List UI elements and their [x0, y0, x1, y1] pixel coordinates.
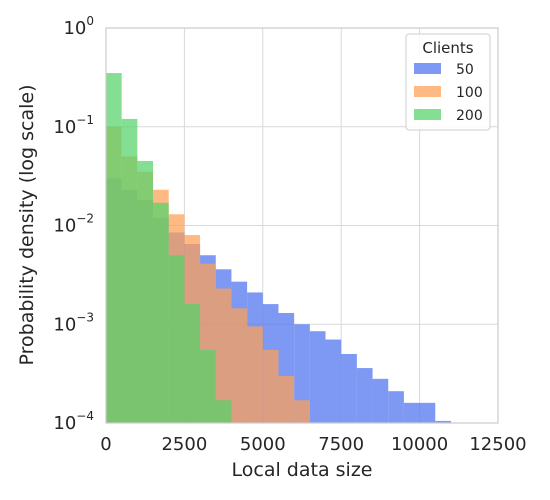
legend-swatch-100	[414, 86, 441, 97]
histogram-bars	[106, 73, 451, 424]
series-200-bars	[106, 73, 232, 424]
legend: Clients 50 100 200	[405, 33, 491, 131]
legend-label-100: 100	[456, 85, 483, 101]
x-tick-label: 7500	[318, 434, 364, 455]
bar-series-100	[231, 308, 248, 423]
bar-series-100	[247, 326, 263, 423]
y-tick-label: 10−3	[53, 310, 94, 335]
bar-series-50	[356, 368, 373, 423]
bar-series-50	[372, 378, 389, 423]
bar-series-50	[341, 353, 357, 423]
x-tick-label: 2500	[161, 434, 207, 455]
legend-swatch-200	[414, 109, 441, 120]
y-tick-label: 10−1	[53, 113, 94, 138]
bar-series-100	[262, 349, 279, 423]
bar-series-200	[184, 304, 201, 423]
x-tick-labels: 0 2500 5000 7500 10000 12500	[100, 434, 526, 455]
y-tick-labels: 10−4 10−3 10−2 10−1 100	[53, 14, 94, 434]
bar-series-50	[294, 324, 310, 423]
x-tick-label: 12500	[469, 434, 526, 455]
bar-series-50	[403, 402, 420, 423]
bar-series-100	[215, 288, 232, 423]
bar-series-200	[168, 255, 185, 423]
x-tick-label: 5000	[240, 434, 286, 455]
bar-series-50	[309, 331, 326, 423]
bar-series-50	[435, 420, 451, 423]
legend-label-50: 50	[456, 62, 474, 78]
bar-series-100	[278, 375, 295, 423]
x-tick-label: 10000	[391, 434, 448, 455]
plot-frame	[105, 27, 499, 424]
legend-label-200: 200	[456, 108, 483, 124]
y-tick-label: 10−4	[53, 409, 94, 434]
bar-series-100	[294, 400, 310, 423]
y-tick-label: 100	[63, 14, 94, 39]
legend-box	[405, 33, 491, 131]
bar-series-50	[388, 391, 404, 423]
y-tick-label: 10−2	[53, 212, 94, 237]
bar-series-200	[153, 202, 169, 423]
bar-series-50	[325, 339, 342, 423]
bar-series-200	[215, 400, 232, 423]
legend-title: Clients	[422, 39, 473, 57]
y-axis-label: Probability density (log scale)	[16, 85, 38, 366]
legend-swatch-50	[414, 63, 441, 74]
bar-series-200	[137, 160, 154, 423]
x-axis-label: Local data size	[232, 459, 373, 481]
bar-series-200	[106, 73, 122, 423]
bar-series-200	[200, 349, 216, 423]
x-tick-label: 0	[100, 434, 111, 455]
bar-series-200	[121, 118, 138, 424]
bar-series-50	[419, 402, 436, 423]
